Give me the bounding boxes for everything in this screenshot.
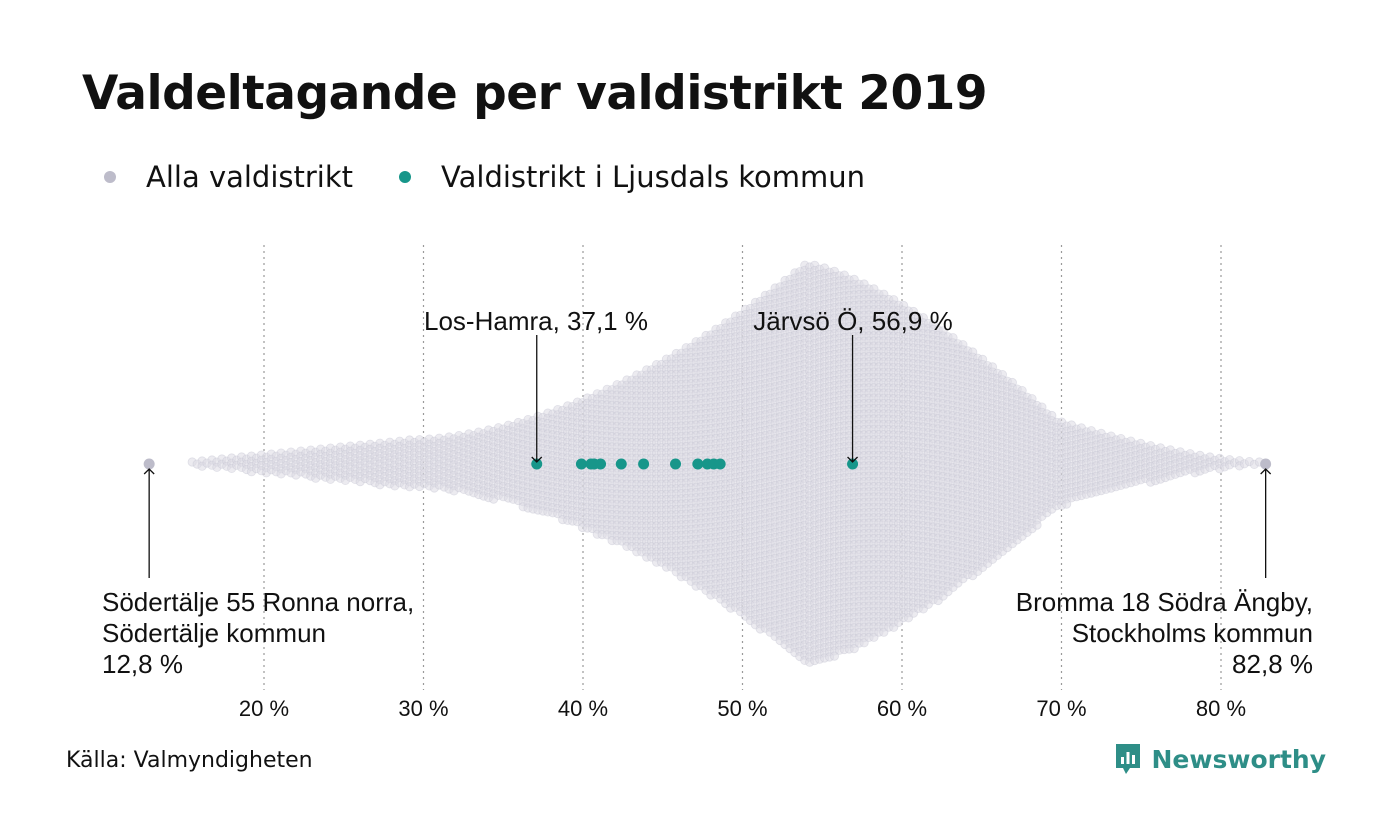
- legend-item-local: Valdistrikt i Ljusdals kommun: [399, 160, 865, 194]
- beeswarm-chart: Los-Hamra, 37,1 % Järvsö Ö, 56,9 %Södertä…: [102, 245, 1313, 721]
- swarm-all-districts: [143, 260, 1272, 667]
- legend-dot-all: [104, 171, 116, 183]
- legend-label-local: Valdistrikt i Ljusdals kommun: [441, 160, 866, 194]
- legend-dot-local: [399, 171, 412, 183]
- legend: Alla valdistrikt Valdistrikt i Ljusdals …: [104, 160, 911, 194]
- chart-title: Valdeltagande per valdistrikt 2019: [82, 66, 988, 121]
- legend-label-all: Alla valdistrikt: [146, 160, 354, 194]
- legend-item-all: Alla valdistrikt: [104, 160, 353, 194]
